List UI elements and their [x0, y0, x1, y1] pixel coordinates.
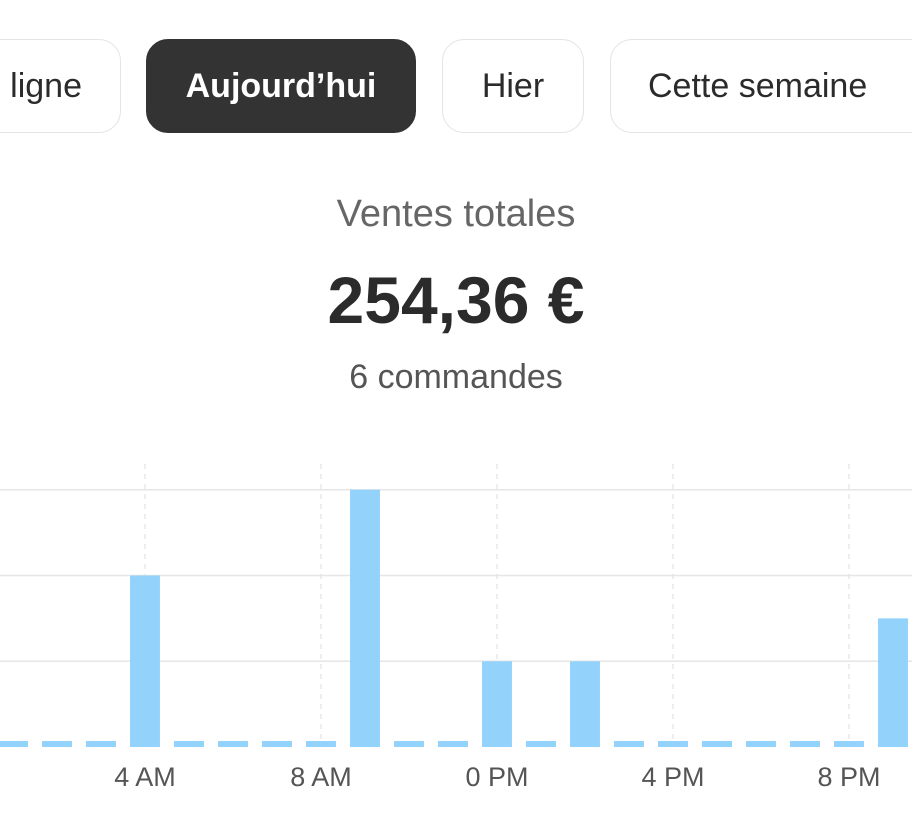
bar: [790, 741, 820, 747]
bar: [42, 741, 72, 747]
summary-total: 254,36 €: [327, 263, 585, 337]
x-tick-label: 0 PM: [465, 762, 528, 792]
bar: [658, 741, 688, 747]
x-tick-label: 8 AM: [290, 762, 352, 792]
x-tick-label: 8 PM: [817, 762, 880, 792]
tab[interactable]: Hier: [442, 39, 584, 133]
tab[interactable]: Cette semaine: [610, 39, 912, 133]
bar: [570, 661, 600, 747]
bar: [702, 741, 732, 747]
bar: [306, 741, 336, 747]
bar: [130, 575, 160, 747]
summary-orders: 6 commandes: [349, 358, 563, 396]
bar: [0, 741, 28, 747]
bar: [614, 741, 644, 747]
bar: [394, 741, 424, 747]
bar: [878, 618, 908, 747]
bar: [438, 741, 468, 747]
bar: [746, 741, 776, 747]
tab[interactable]: Aujourd’hui: [146, 39, 416, 133]
bar: [350, 489, 380, 747]
tab[interactable]: ligne: [0, 39, 121, 133]
x-tick-label: 4 AM: [114, 762, 176, 792]
bar: [174, 741, 204, 747]
summary-label: Ventes totales: [336, 193, 576, 235]
x-tick-label: 4 PM: [641, 762, 704, 792]
bar: [218, 741, 248, 747]
bar: [262, 741, 292, 747]
bar: [526, 741, 556, 747]
bar: [482, 661, 512, 747]
bar: [834, 741, 864, 747]
bar: [86, 741, 116, 747]
